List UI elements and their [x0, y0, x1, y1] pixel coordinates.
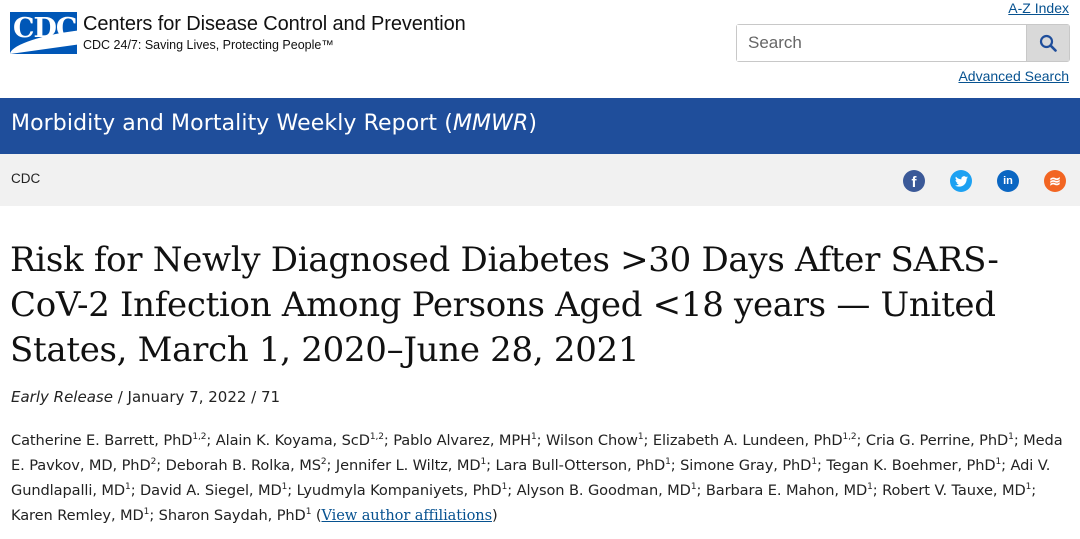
author-affiliation-number: 1 — [995, 457, 1002, 467]
author-affiliation-number: 1 — [690, 482, 697, 492]
breadcrumb-cdc[interactable]: CDC — [11, 171, 41, 186]
mmwr-abbrev: MMWR — [452, 111, 529, 136]
magnifier-icon — [1039, 34, 1057, 52]
facebook-icon: f — [911, 174, 917, 191]
author-name: Alain K. Koyama, ScD — [215, 432, 370, 449]
search-input[interactable] — [737, 25, 1026, 61]
author-name: Meda E. Pavkov, MD, PhD — [11, 432, 1063, 474]
mmwr-title-prefix: Morbidity and Mortality Weekly Report ( — [11, 111, 453, 136]
release-info: Early Release / January 7, 2022 / 71 — [11, 388, 280, 406]
author-affiliation-number: 1 — [305, 507, 312, 517]
author-affiliation-number: 1 — [125, 482, 131, 492]
cdc-logo-mark: CDC — [10, 12, 77, 54]
author-name: Barbara E. Mahon, MD — [705, 482, 868, 499]
tagline: CDC 24/7: Saving Lives, Protecting Peopl… — [83, 38, 334, 52]
author-name: Adi V. Gundlapalli, MD — [11, 457, 1051, 499]
author-affiliation-number: 1 — [665, 457, 671, 467]
author-name: Simone Gray, PhD — [680, 457, 812, 474]
syndicate-button[interactable]: ≋ — [1044, 170, 1066, 192]
author-affiliation-number: 1 — [501, 482, 508, 492]
author-affiliation-number: 1,2 — [192, 432, 207, 442]
author-name: Pablo Alvarez, MPH — [393, 432, 531, 449]
author-name: Lara Bull-Otterson, PhD — [495, 457, 666, 474]
author-name: Cria G. Perrine, PhD — [865, 432, 1009, 449]
facebook-button[interactable]: f — [903, 170, 925, 192]
org-name: Centers for Disease Control and Preventi… — [83, 13, 466, 35]
author-affiliation-number: 1 — [143, 507, 150, 517]
syndicate-icon: ≋ — [1049, 173, 1061, 189]
author-name: Elizabeth A. Lundeen, PhD — [652, 432, 843, 449]
release-details: / January 7, 2022 / 71 — [112, 388, 281, 406]
breadcrumb-bar: CDC f in ≋ — [0, 154, 1080, 206]
release-label: Early Release — [11, 388, 113, 406]
author-name: Deborah B. Rolka, MS — [165, 457, 321, 474]
linkedin-button[interactable]: in — [997, 170, 1019, 192]
author-name: David A. Siegel, MD — [140, 482, 282, 499]
author-name: Tegan K. Boehmer, PhD — [826, 457, 996, 474]
author-name: Sharon Saydah, PhD — [158, 507, 306, 524]
cdc-logo[interactable]: CDC Centers for Disease Control and Prev… — [10, 12, 466, 54]
author-affiliation-number: 1 — [1008, 432, 1014, 442]
author-affiliation-number: 1,2 — [369, 432, 384, 442]
advanced-search-link[interactable]: Advanced Search — [958, 68, 1069, 84]
author-affiliation-number: 2 — [150, 457, 157, 467]
author-affiliation-number: 1,2 — [842, 432, 857, 442]
author-name: Catherine E. Barrett, PhD — [11, 432, 193, 449]
view-affiliations-link[interactable]: View author affiliations — [321, 507, 492, 524]
author-name: Jennifer L. Wiltz, MD — [335, 457, 481, 474]
author-name: Karen Remley, MD — [11, 507, 144, 524]
author-list: Catherine E. Barrett, PhD1,2; Alain K. K… — [11, 432, 1063, 524]
author-affiliation-number: 2 — [320, 457, 327, 467]
author-name: Robert V. Tauxe, MD — [882, 482, 1026, 499]
site-header: CDC Centers for Disease Control and Prev… — [0, 0, 1080, 98]
linkedin-icon: in — [1003, 174, 1013, 187]
twitter-button[interactable] — [950, 170, 972, 192]
author-name: Lyudmyla Kompaniyets, PhD — [296, 482, 502, 499]
mmwr-title-suffix: ) — [528, 111, 538, 136]
article-title: Risk for Newly Diagnosed Diabetes >30 Da… — [10, 240, 999, 370]
author-affiliation-number: 1 — [811, 457, 817, 467]
search-box — [736, 24, 1070, 62]
twitter-icon — [954, 175, 968, 187]
author-name: Wilson Chow — [545, 432, 638, 449]
author-affiliation-number: 1 — [480, 457, 487, 467]
author-affiliation-number: 1 — [281, 482, 288, 492]
author-affiliation-number: 1 — [637, 432, 644, 442]
search-button[interactable] — [1026, 25, 1069, 61]
author-name: Alyson B. Goodman, MD — [516, 482, 691, 499]
az-index-link[interactable]: A-Z Index — [1008, 0, 1069, 16]
mmwr-title[interactable]: Morbidity and Mortality Weekly Report (M… — [11, 111, 537, 136]
author-affiliation-number: 1 — [530, 432, 537, 442]
logo-text: Centers for Disease Control and Preventi… — [83, 12, 466, 53]
author-affiliation-number: 1 — [1025, 482, 1032, 492]
author-affiliation-number: 1 — [867, 482, 873, 492]
mmwr-title-bar: Morbidity and Mortality Weekly Report (M… — [0, 98, 1080, 154]
